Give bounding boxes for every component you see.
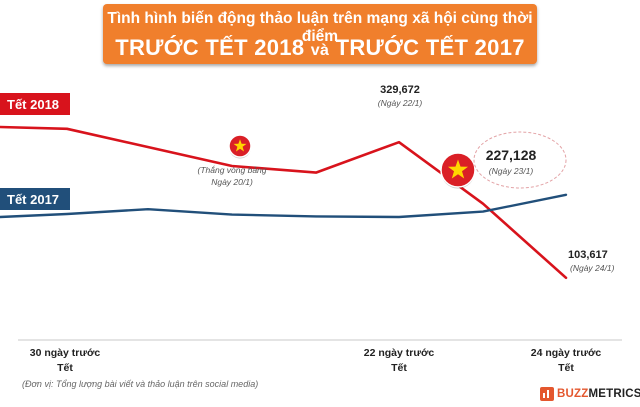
buzzmetrics-logo: BUZZ METRICS bbox=[540, 386, 640, 402]
series-line bbox=[0, 125, 568, 280]
title-box: Tình hình biến động thảo luận trên mạng … bbox=[103, 4, 537, 64]
title-line-1: Tình hình biến động thảo luận trên mạng … bbox=[107, 10, 533, 45]
x-tick-label: Tết bbox=[57, 362, 73, 374]
series-label-box bbox=[0, 93, 70, 115]
series-label: Tết 2017 bbox=[7, 192, 59, 207]
x-tick-label: 24 ngày trước bbox=[531, 347, 602, 359]
data-label-peak: 329,672 bbox=[380, 84, 420, 96]
x-tick-label: 30 ngày trước bbox=[30, 347, 101, 359]
star-icon bbox=[448, 159, 468, 179]
annotation-group-stage-date: Ngày 20/1) bbox=[211, 177, 253, 187]
series-line bbox=[0, 193, 568, 219]
title-connector: và bbox=[310, 42, 330, 59]
x-tick-label: Tết bbox=[558, 362, 574, 374]
title-banner: Tình hình biến động thảo luận trên mạng … bbox=[0, 0, 640, 68]
star-icon bbox=[233, 139, 247, 152]
annotation-group-stage: (Thắng vòng bảng bbox=[198, 165, 267, 175]
data-label-end-date: (Ngày 24/1) bbox=[570, 263, 615, 273]
x-tick-label: Tết bbox=[391, 362, 407, 374]
x-tick-label: 22 ngày trước bbox=[364, 347, 435, 359]
data-label-highlight-date: (Ngày 23/1) bbox=[489, 166, 534, 176]
data-label-highlight: 227,128 bbox=[486, 147, 537, 163]
footnote: (Đơn vị: Tổng lượng bài viết và thảo luậ… bbox=[22, 379, 259, 389]
title-line-2: TRƯỚC TẾT 2018 và TRƯỚC TẾT 2017 bbox=[103, 35, 537, 61]
bar-chart-icon bbox=[540, 387, 554, 401]
data-label-end: 103,617 bbox=[568, 249, 608, 261]
brand-buzz: BUZZ bbox=[557, 388, 589, 400]
series-label: Tết 2018 bbox=[7, 97, 59, 112]
highlight-ring bbox=[473, 131, 567, 189]
brand-metrics: METRICS bbox=[588, 388, 640, 400]
title-2017: TRƯỚC TẾT 2017 bbox=[335, 35, 525, 60]
data-label-peak-date: (Ngày 22/1) bbox=[378, 98, 423, 108]
series-label-box bbox=[0, 188, 70, 210]
title-2018: TRƯỚC TẾT 2018 bbox=[115, 35, 305, 60]
